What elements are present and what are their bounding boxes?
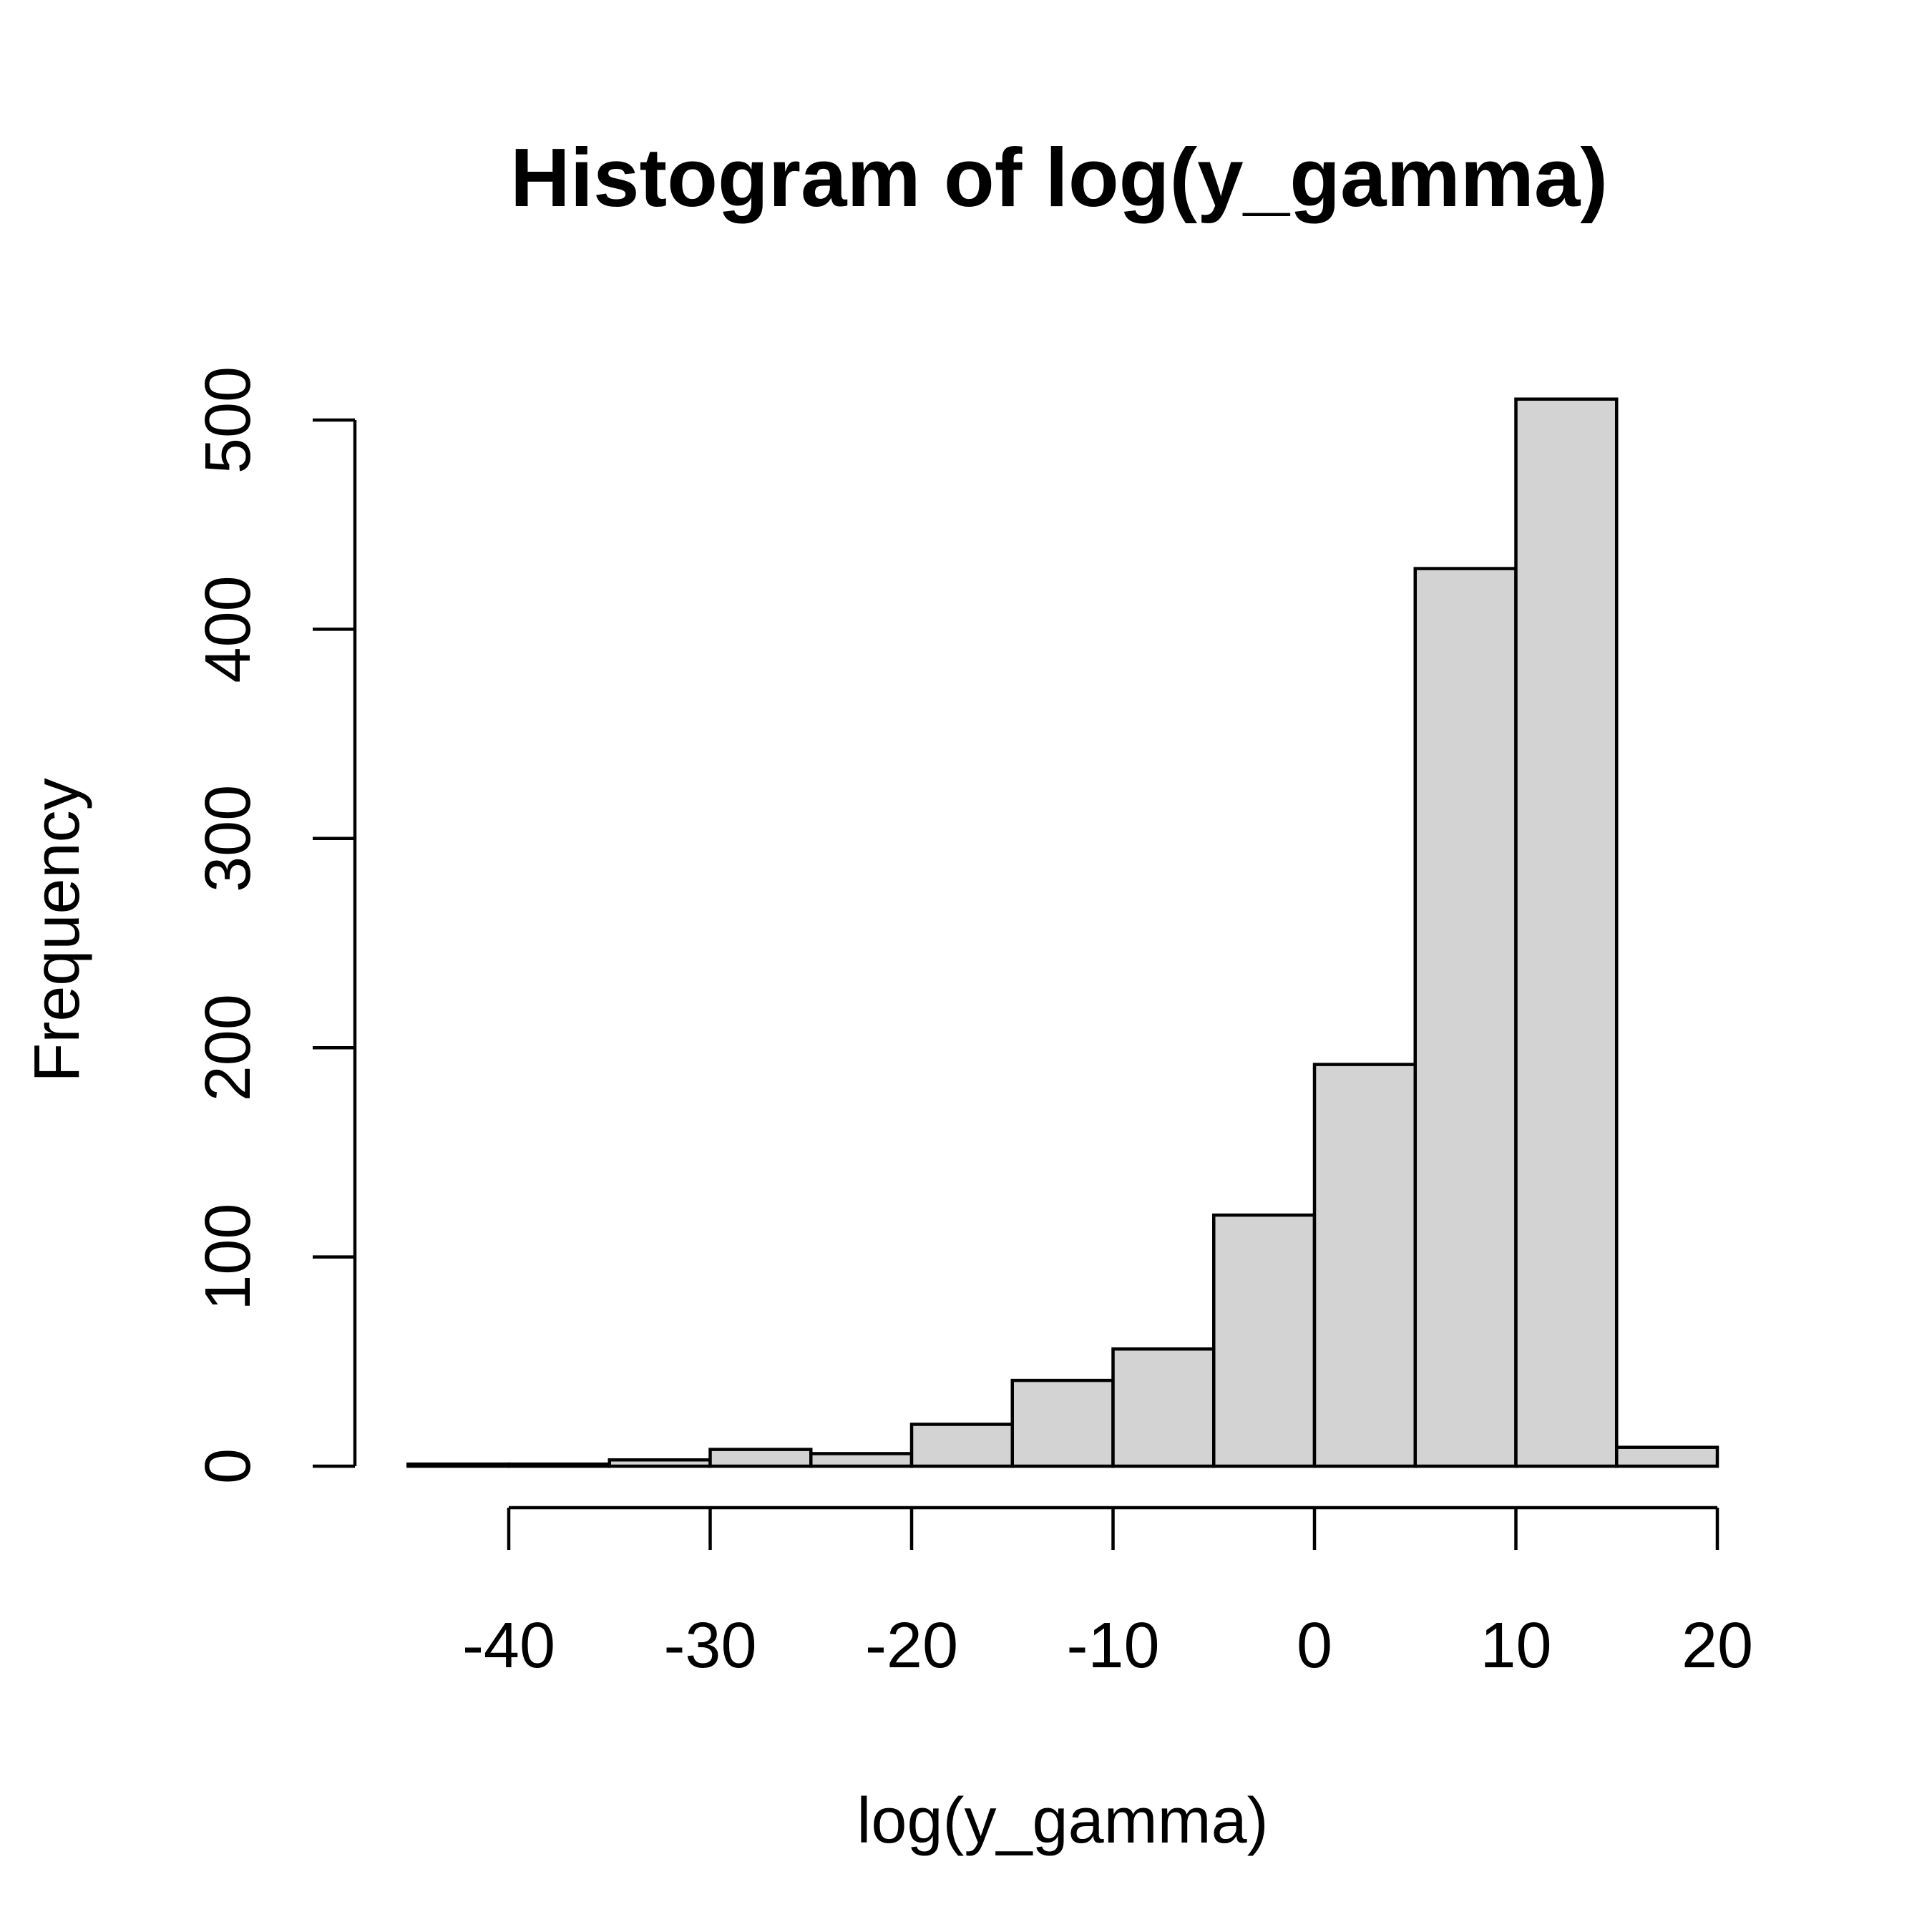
chart-title: Histogram of log(y_gamma) [510,131,1608,224]
histogram-bar [507,1462,611,1468]
x-tick-label: -20 [865,1610,958,1682]
histogram-bar [1312,1063,1417,1468]
bars [406,397,1719,1468]
y-tick-label: 0 [192,1448,264,1484]
histogram-bar [1010,1378,1115,1468]
y-tick-label: 300 [192,785,264,892]
x-tick-label: -10 [1066,1610,1159,1682]
x-tick-label: 10 [1480,1610,1551,1682]
y-tick-label: 400 [192,575,264,683]
y-tick-label: 200 [192,994,264,1101]
histogram-bar [1615,1445,1719,1468]
y-axis: 0 100 200 300 400 500 [192,366,357,1484]
histogram-bar [1212,1213,1317,1468]
x-axis-label: log(y_gamma) [857,1785,1268,1857]
histogram-bar [1413,567,1518,1468]
y-axis-label: Frequency [21,778,93,1082]
x-tick-label: -30 [663,1610,756,1682]
histogram-bar [1111,1347,1216,1468]
histogram-bar [406,1462,511,1468]
histogram-bar [809,1452,914,1468]
histogram-bar [909,1423,1014,1468]
x-tick-label: 20 [1682,1610,1753,1682]
histogram-bar [608,1458,712,1468]
x-tick-label: 0 [1297,1610,1332,1682]
x-axis: -40 -30 -20 -10 0 10 20 [462,1506,1753,1682]
histogram-bar [1514,397,1619,1468]
x-tick-label: -40 [462,1610,555,1682]
y-tick-label: 500 [192,366,264,474]
histogram-bar [708,1448,813,1468]
y-tick-label: 100 [192,1204,264,1311]
